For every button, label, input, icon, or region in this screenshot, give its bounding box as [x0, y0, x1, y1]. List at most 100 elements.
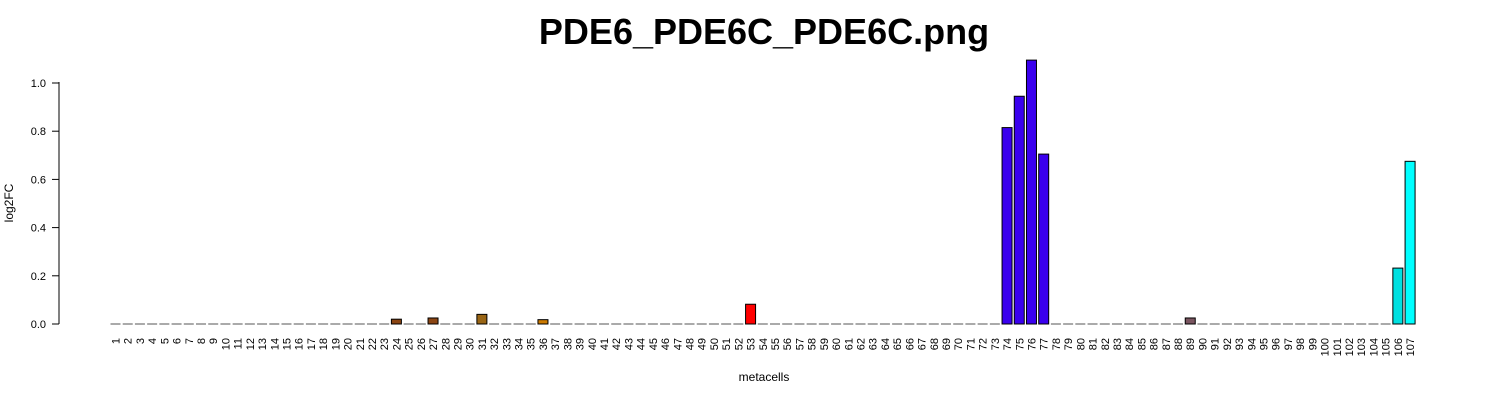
x-tick-label: 2: [123, 338, 135, 344]
x-tick-label: 102: [1344, 338, 1356, 356]
x-tick-label: 12: [245, 338, 257, 350]
x-tick-label: 56: [782, 338, 794, 350]
x-tick-label: 57: [794, 338, 806, 350]
bar-metacell-107: [1404, 160, 1416, 325]
x-tick-label: 60: [831, 338, 843, 350]
x-tick-label: 61: [843, 338, 855, 350]
x-tick-label: 34: [514, 338, 526, 350]
x-tick-label: 25: [404, 338, 416, 350]
y-tick-label: 0.6: [31, 174, 46, 186]
x-tick-label: 77: [1039, 338, 1051, 350]
x-tick-label: 42: [611, 338, 623, 350]
x-tick-label: 103: [1356, 338, 1368, 356]
x-tick-label: 4: [147, 338, 159, 344]
y-tick-label: 0.2: [31, 271, 46, 283]
x-tick-label: 47: [672, 338, 684, 350]
x-tick-label: 45: [648, 338, 660, 350]
x-tick-label: 43: [623, 338, 635, 350]
x-tick-label: 44: [636, 338, 648, 350]
x-tick-label: 6: [172, 338, 184, 344]
x-tick-label: 19: [330, 338, 342, 350]
y-ticks: 0.0 0.2 0.4 0.6 0.8 1.0: [31, 78, 59, 331]
x-tick-label: 11: [233, 338, 245, 349]
x-tick-label: 14: [269, 338, 281, 350]
x-tick-label: 78: [1051, 338, 1063, 350]
bar-metacell-31: [476, 313, 488, 325]
x-tick-label: 15: [281, 338, 293, 350]
chart-title: PDE6_PDE6C_PDE6C.png: [539, 11, 989, 52]
bar-metacell-89: [1184, 317, 1196, 325]
x-tick-label: 79: [1063, 338, 1075, 350]
x-tick-label: 99: [1307, 338, 1319, 350]
x-tick-label: 106: [1393, 338, 1405, 356]
x-tick-label: 17: [306, 338, 318, 350]
bar-metacell-27: [427, 317, 439, 325]
bar-metacell-77: [1038, 153, 1050, 325]
bar-metacell-74: [1001, 127, 1013, 325]
x-tick-label: 104: [1368, 338, 1380, 356]
x-tick-label: 24: [391, 338, 403, 350]
x-tick-label: 29: [452, 338, 464, 350]
y-axis: 0.0 0.2 0.4 0.6 0.8 1.0: [31, 78, 60, 331]
x-tick-label: 70: [953, 338, 965, 350]
x-tick-label: 63: [868, 338, 880, 350]
x-tick-label: 73: [990, 338, 1002, 350]
x-tick-label: 39: [575, 338, 587, 350]
x-tick-label: 1: [111, 338, 123, 344]
x-tick-label: 69: [941, 338, 953, 350]
x-tick-label: 105: [1381, 338, 1393, 356]
y-tick-label: 0.8: [31, 126, 46, 138]
x-tick-label: 94: [1246, 338, 1258, 350]
x-tick-label: 54: [758, 338, 770, 350]
bar-metacell-36: [537, 319, 549, 325]
x-tick-label: 37: [550, 338, 562, 350]
x-tick-label: 101: [1332, 338, 1344, 356]
x-tick-label: 9: [208, 338, 220, 344]
x-tick-label: 35: [526, 338, 538, 350]
x-tick-label: 8: [196, 338, 208, 344]
x-tick-label: 80: [1075, 338, 1087, 350]
x-tick-label: 33: [501, 338, 513, 350]
bar-metacell-24: [390, 318, 402, 325]
x-tick-label: 36: [538, 338, 550, 350]
x-tick-label: 90: [1197, 338, 1209, 350]
y-tick-label: 0.0: [31, 319, 46, 331]
x-tick-label: 95: [1259, 338, 1271, 350]
x-tick-label: 41: [599, 338, 611, 350]
x-tick-label: 28: [440, 338, 452, 350]
x-tick-label: 51: [721, 338, 733, 350]
x-tick-label: 49: [697, 338, 709, 350]
bar-metacell-106: [1392, 267, 1404, 325]
x-tick-label: 81: [1088, 338, 1100, 350]
x-tick-label: 50: [709, 338, 721, 350]
x-tick-label: 21: [355, 338, 367, 350]
x-tick-label: 20: [343, 338, 355, 350]
x-tick-label: 100: [1320, 338, 1332, 356]
x-tick-label: 92: [1222, 338, 1234, 350]
x-tick-label: 13: [257, 338, 269, 350]
x-tick-label: 83: [1112, 338, 1124, 350]
x-tick-label: 59: [819, 338, 831, 350]
x-tick-label: 7: [184, 338, 196, 344]
x-tick-label: 38: [562, 338, 574, 350]
x-tick-label: 65: [892, 338, 904, 350]
x-tick-label: 18: [318, 338, 330, 350]
x-tick-label: 89: [1185, 338, 1197, 350]
x-tick-label: 48: [685, 338, 697, 350]
x-tick-label: 84: [1124, 338, 1136, 350]
x-axis-label: metacells: [739, 370, 790, 384]
x-tick-label: 5: [159, 338, 171, 344]
x-tick-label: 72: [978, 338, 990, 350]
x-tick-label: 87: [1161, 338, 1173, 350]
bar-metacell-76: [1025, 59, 1037, 325]
x-tick-label: 91: [1210, 338, 1222, 350]
x-tick-label: 85: [1136, 338, 1148, 350]
bar-metacell-75: [1013, 95, 1025, 325]
x-tick-label: 74: [1002, 338, 1014, 350]
x-tick-label: 32: [489, 338, 501, 350]
x-tick-label: 52: [733, 338, 745, 350]
x-tick-label: 40: [587, 338, 599, 350]
x-tick-label: 107: [1405, 338, 1417, 356]
x-tick-label: 26: [416, 338, 428, 350]
